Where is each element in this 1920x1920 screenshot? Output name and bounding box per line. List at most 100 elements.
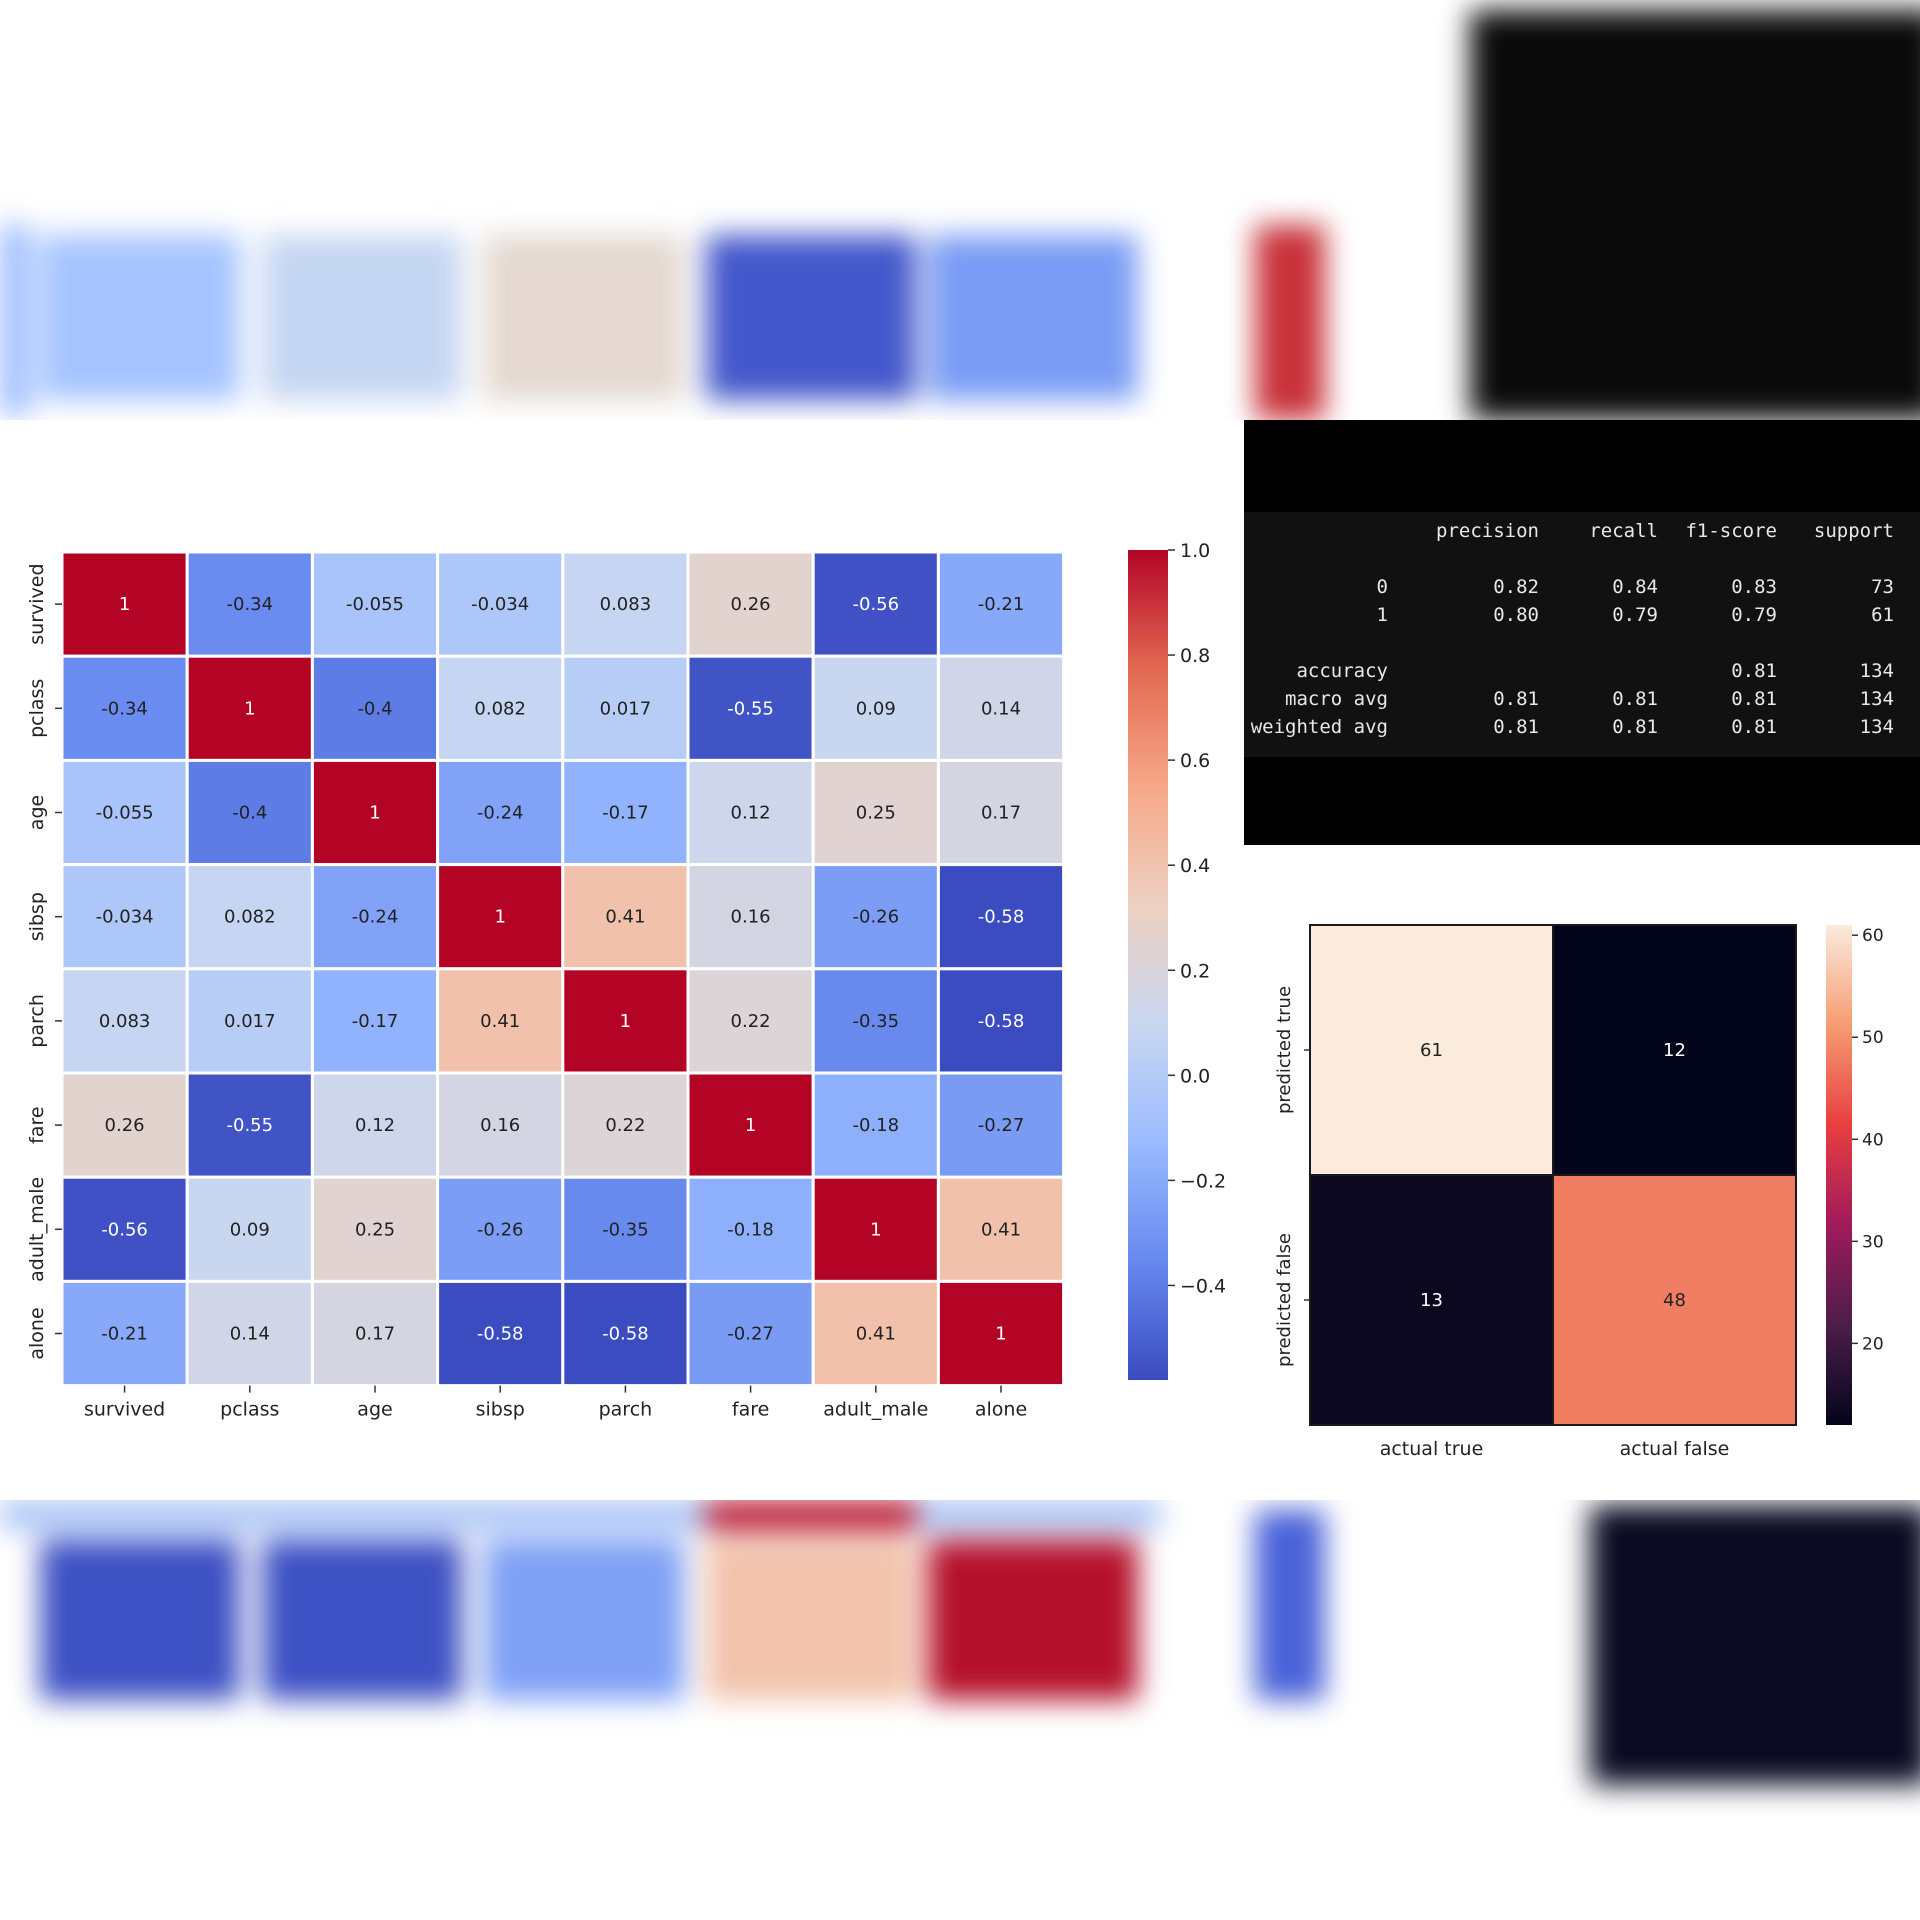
heatmap-cell: [60, 1175, 189, 1283]
heatmap-cell: [936, 758, 1066, 867]
heatmap-cell-label: -0.17: [352, 1011, 399, 1032]
heatmap-cell: [185, 1175, 314, 1283]
heatmap-cell: [561, 758, 690, 867]
heatmap-cell-label: -0.24: [477, 803, 524, 824]
y-tick-label: sibsp: [26, 892, 48, 941]
heatmap-cell-label: 0.083: [99, 1011, 151, 1032]
report-cell: 0.79: [1612, 604, 1658, 626]
x-tick-label: age: [357, 1399, 392, 1421]
heatmap-cell-label: 0.017: [224, 1011, 276, 1032]
heatmap-cell-label: 0.082: [224, 907, 276, 928]
report-cell: 0.79: [1731, 604, 1777, 626]
heatmap-cell-label: 1: [494, 907, 505, 928]
heatmap-cell-label: 1: [244, 698, 255, 719]
heatmap-cell: [185, 550, 314, 658]
heatmap-cell-label: 0.25: [856, 803, 896, 824]
heatmap-cell-label: -0.27: [727, 1324, 774, 1345]
heatmap-cell-label: 0.083: [600, 594, 652, 615]
y-tick-label: age: [26, 795, 48, 830]
heatmap-cell: [561, 1279, 690, 1388]
heatmap-cell-label: 0.41: [981, 1219, 1021, 1240]
heatmap-cell-label: 0.26: [105, 1115, 145, 1136]
heatmap-cell-label: -0.034: [471, 594, 529, 615]
heatmap-cell-label: 0.082: [474, 698, 526, 719]
heatmap-cell: [936, 1279, 1066, 1388]
colorbar-tick-label: 0.0: [1180, 1065, 1210, 1087]
heatmap-cell-label: 0.41: [480, 1011, 520, 1032]
report-cell: 0.81: [1493, 716, 1539, 738]
heatmap-cell: [436, 967, 565, 1075]
heatmap-cell-label: 1: [870, 1219, 881, 1240]
correlation-heatmap-chart: 1 -0.34 -0.055 -0.034 0.083 0.26 -0.56 -0.21 -0.…: [26, 540, 1226, 1421]
heatmap-cell: [310, 1279, 440, 1388]
heatmap-cell-label: 0.017: [600, 698, 652, 719]
heatmap-cell: [936, 550, 1066, 658]
blurred-top-band: [0, 0, 1920, 420]
heatmap-cell-label: -0.58: [477, 1324, 524, 1345]
cm-colorbar: [1826, 925, 1852, 1425]
x-tick-label: pclass: [220, 1399, 279, 1421]
y-tick-label: fare: [26, 1106, 48, 1143]
heatmap-cell: [686, 1071, 815, 1179]
heatmap-cell-label: -0.56: [853, 594, 900, 615]
report-row-label: accuracy: [1296, 660, 1388, 682]
report-cell: 0.82: [1493, 576, 1539, 598]
report-cell: recall: [1589, 520, 1658, 542]
heatmap-cell: [811, 1071, 940, 1179]
x-tick-label: survived: [84, 1399, 165, 1421]
report-cell: 0.83: [1731, 576, 1777, 598]
heatmap-cell: [811, 1175, 940, 1283]
y-tick-label: survived: [26, 563, 48, 644]
heatmap-cell-label: -0.26: [477, 1219, 524, 1240]
heatmap-cell-label: 1: [119, 594, 130, 615]
heatmap-cell-label: -0.4: [357, 698, 392, 719]
heatmap-cell-label: 1: [369, 803, 380, 824]
heatmap-cell: [936, 1175, 1066, 1283]
classification-report-table: precision recall f1-score support 0 0.82 0.84 0…: [1244, 512, 1920, 757]
cm-y-tick-label: predicted true: [1274, 986, 1295, 1114]
heatmap-cell-label: 0.12: [731, 803, 771, 824]
heatmap-cell-label: -0.55: [227, 1115, 274, 1136]
report-row: weighted avg 0.81 0.81 0.81 134: [1244, 716, 1920, 742]
heatmap-cell-label: 0.22: [731, 1011, 771, 1032]
colorbar: [1128, 550, 1168, 1380]
cm-colorbar-tick-label: 50: [1862, 1028, 1884, 1048]
x-tick-label: sibsp: [476, 1399, 525, 1421]
blurred-top-content: [0, 0, 1920, 420]
heatmap-cell-label: 0.14: [981, 698, 1021, 719]
classification-report-panel: precision recall f1-score support 0 0.82 0.84 0…: [1244, 420, 1920, 845]
cm-colorbar-tick-label: 20: [1862, 1334, 1884, 1354]
report-cell: 0.81: [1731, 688, 1777, 710]
cm-y-tick-label: predicted false: [1274, 1233, 1295, 1367]
heatmap-cell-label: 0.09: [230, 1219, 270, 1240]
heatmap-cell: [185, 1071, 314, 1179]
report-cell: f1-score: [1685, 520, 1777, 542]
report-cell: 0.84: [1612, 576, 1658, 598]
heatmap-cell-label: -0.34: [101, 698, 148, 719]
cm-x-tick-label: actual false: [1620, 1438, 1730, 1460]
heatmap-cell-label: 1: [745, 1115, 756, 1136]
report-cell: 0.80: [1493, 604, 1539, 626]
heatmap-cell: [811, 758, 940, 867]
report-cell: 134: [1859, 660, 1894, 682]
confusion-matrix-chart: 61 12 13 48 actual true actual false predicted…: [1274, 924, 1884, 1460]
report-header-row: precision recall f1-score support: [1244, 520, 1920, 546]
heatmap-cell-label: -0.055: [96, 803, 154, 824]
heatmap-cell-label: 1: [995, 1324, 1006, 1345]
heatmap-cell: [561, 967, 690, 1075]
confusion-cell-label: 12: [1663, 1040, 1686, 1061]
confusion-cell-label: 13: [1420, 1290, 1443, 1311]
heatmap-cell: [936, 654, 1066, 762]
cm-colorbar-tick-label: 60: [1862, 926, 1884, 946]
report-row: 1 0.80 0.79 0.79 61: [1244, 604, 1920, 630]
heatmap-cell-label: 0.16: [731, 907, 771, 928]
heatmap-cell-label: -0.24: [352, 907, 399, 928]
cm-x-tick-label: actual true: [1380, 1438, 1484, 1460]
heatmap-cell-label: 0.09: [856, 698, 896, 719]
heatmap-cell-label: -0.18: [727, 1219, 774, 1240]
heatmap-cell-label: -0.34: [227, 594, 274, 615]
report-cell: 0.81: [1493, 688, 1539, 710]
x-tick-label: parch: [599, 1399, 653, 1421]
heatmap-cell-label: 0.25: [355, 1219, 395, 1240]
heatmap-cell: [686, 550, 815, 658]
